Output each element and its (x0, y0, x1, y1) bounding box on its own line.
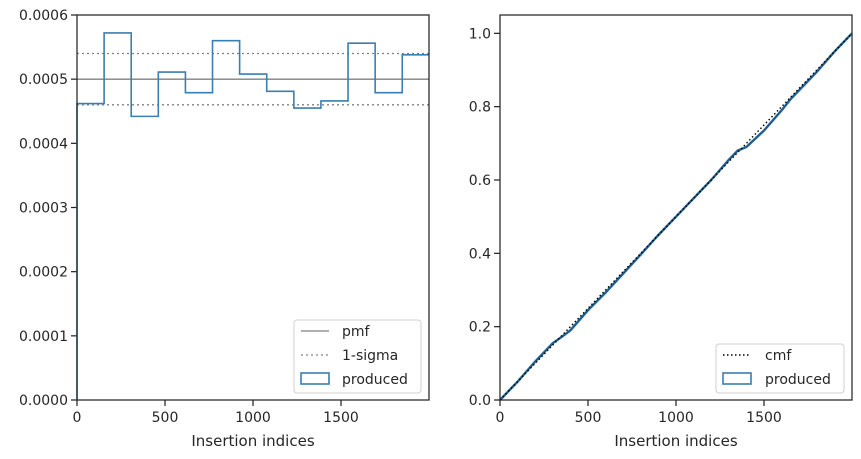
left-x-tick-label: 0 (73, 410, 82, 426)
produced-histogram-step (76, 32, 429, 400)
left-x-ticks: 0 500 1000 1500 (73, 400, 359, 426)
legend-produced-swatch (300, 372, 330, 385)
right-x-tick-label: 1500 (746, 410, 782, 426)
left-x-tick-label: 1500 (323, 410, 359, 426)
left-legend: pmf 1-sigma produced (293, 319, 422, 394)
legend-pmf-label: pmf (342, 324, 371, 340)
left-legend-box (293, 319, 422, 394)
right-x-axis-label: Insertion indices (614, 432, 737, 450)
legend-cmf-label: cmf (765, 348, 792, 364)
left-x-tick-label: 1000 (235, 410, 271, 426)
right-x-ticks: 0 500 1000 1500 (496, 400, 782, 426)
cmf-line (499, 32, 853, 401)
legend-produced-label: produced (342, 372, 408, 388)
legend-produced-label-right: produced (765, 372, 831, 388)
right-plot-background (500, 15, 852, 400)
left-y-ticks: 0.0000 0.0001 0.0002 0.0003 0.0004 0.0005 0.00… (19, 8, 77, 409)
left-y-tick-label: 0.0005 (19, 72, 68, 88)
right-y-tick-label: 0.0 (469, 393, 491, 409)
left-y-tick-label: 0.0003 (19, 201, 68, 217)
produced-cumulative-line (499, 32, 853, 401)
right-y-ticks: 0.0 0.2 0.4 0.6 0.8 1.0 (469, 26, 500, 409)
right-x-tick-label: 1000 (658, 410, 694, 426)
legend-sigma-label: 1-sigma (342, 348, 398, 364)
legend-produced-swatch-right (722, 372, 752, 385)
left-y-tick-label: 0.0000 (19, 393, 68, 409)
right-x-tick-label: 500 (575, 410, 602, 426)
right-chart-panel: 0 500 1000 1500 0.0 0.2 0.4 0.6 0.8 1.0 Insertio… (469, 14, 853, 450)
right-legend-box (715, 343, 845, 394)
left-chart-panel: 0 500 1000 1500 0.00000.00010.00020.00030.0… (19, 8, 430, 450)
right-y-tick-label: 0.6 (469, 173, 491, 189)
left-y-tick-label: 0.0004 (19, 136, 68, 152)
left-y-tick-label: 0.0002 (19, 265, 68, 281)
left-x-tick-label: 500 (152, 410, 179, 426)
left-x-axis-label: Insertion indices (191, 432, 314, 450)
right-y-tick-label: 0.2 (469, 320, 491, 336)
right-plot-frame (499, 14, 853, 401)
left-y-tick-label: 0.0001 (19, 329, 68, 345)
right-y-tick-label: 0.8 (469, 100, 491, 116)
right-y-tick-label: 1.0 (469, 26, 491, 42)
left-plot-frame (76, 14, 430, 401)
right-y-tick-label: 0.4 (469, 246, 491, 262)
left-y-tick-label: 0.0006 (19, 8, 68, 24)
right-legend: cmf produced (715, 343, 845, 394)
right-x-tick-label: 0 (496, 410, 505, 426)
